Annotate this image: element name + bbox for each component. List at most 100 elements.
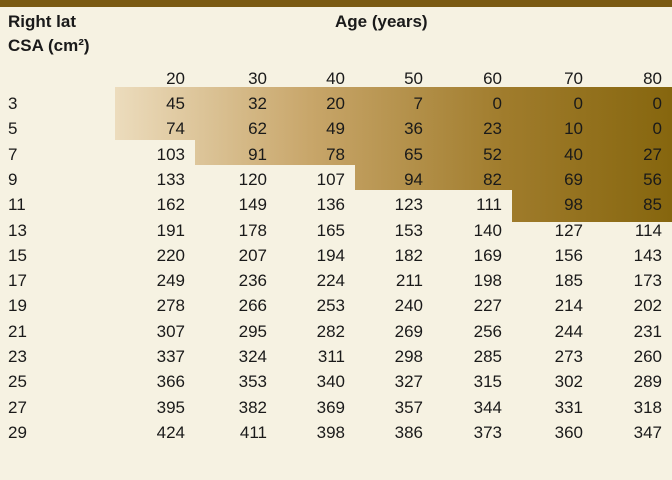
cell: 65 — [404, 144, 423, 164]
cell: 52 — [483, 144, 502, 164]
cell: 133 — [156, 169, 185, 189]
cell: 231 — [633, 321, 662, 341]
cell: 256 — [473, 321, 502, 341]
cell: 194 — [316, 245, 345, 265]
cell: 227 — [473, 296, 502, 316]
cell: 185 — [554, 271, 583, 291]
cell: 344 — [473, 397, 502, 417]
row-label: 19 — [8, 296, 27, 316]
cell: 249 — [156, 271, 185, 291]
cell: 224 — [316, 271, 345, 291]
cell: 289 — [633, 372, 662, 392]
cell: 111 — [476, 195, 502, 215]
cell: 78 — [326, 144, 345, 164]
row-label: 11 — [8, 195, 26, 215]
row-label: 21 — [8, 321, 27, 341]
cell: 357 — [394, 397, 423, 417]
row-label: 7 — [8, 144, 18, 164]
cell: 182 — [394, 245, 423, 265]
cell: 156 — [554, 245, 583, 265]
cell: 311 — [317, 347, 345, 366]
column-label: 60 — [483, 69, 502, 88]
row-label: 3 — [8, 94, 18, 113]
cell: 91 — [248, 144, 267, 164]
cell: 386 — [394, 422, 423, 442]
cell: 0 — [652, 94, 662, 113]
highlight-region — [115, 87, 672, 222]
cell: 0 — [492, 94, 502, 113]
cell: 366 — [156, 372, 185, 392]
cell: 74 — [166, 119, 185, 139]
row-label: 29 — [8, 422, 27, 442]
row-label: 13 — [8, 220, 27, 240]
cell: 302 — [554, 372, 583, 392]
cell: 40 — [564, 144, 583, 164]
cell: 127 — [554, 220, 583, 240]
cell: 331 — [554, 397, 583, 417]
cell: 278 — [156, 296, 185, 316]
cell: 266 — [238, 296, 267, 316]
cell: 7 — [413, 94, 423, 113]
row-header-line: CSA (cm²) — [8, 36, 90, 55]
row-label: 17 — [8, 271, 27, 291]
cell: 398 — [316, 422, 345, 442]
cell: 107 — [316, 169, 345, 189]
cell: 143 — [633, 245, 662, 265]
cell: 202 — [633, 296, 662, 316]
cell: 0 — [573, 94, 583, 113]
cell: 373 — [473, 422, 502, 442]
cell: 282 — [316, 321, 345, 341]
cell: 260 — [633, 347, 662, 366]
cell: 10 — [564, 119, 583, 139]
cell: 198 — [473, 271, 502, 291]
cell: 298 — [394, 347, 423, 366]
cell: 136 — [316, 195, 345, 215]
cell: 162 — [156, 195, 185, 215]
cell: 165 — [316, 220, 345, 240]
column-label: 30 — [248, 69, 267, 88]
top-bar — [0, 0, 672, 7]
cell: 244 — [554, 321, 583, 341]
cell: 353 — [238, 372, 267, 392]
cell: 123 — [394, 195, 423, 215]
cell: 62 — [248, 119, 267, 139]
cell: 395 — [156, 397, 185, 417]
cell: 307 — [156, 321, 185, 341]
column-label: 40 — [326, 69, 345, 88]
cell: 82 — [483, 169, 502, 189]
column-header: Age (years) — [335, 12, 428, 31]
cell: 191 — [156, 220, 185, 240]
cell: 315 — [473, 372, 502, 392]
row-label: 25 — [8, 372, 27, 392]
cell: 273 — [554, 347, 583, 366]
cell: 49 — [326, 119, 345, 139]
cell: 169 — [473, 245, 502, 265]
cell: 98 — [564, 195, 583, 215]
column-label: 50 — [404, 69, 423, 88]
column-label: 80 — [643, 69, 662, 88]
cell: 207 — [238, 245, 267, 265]
cell: 337 — [156, 347, 185, 366]
cell: 220 — [156, 245, 185, 265]
cell: 178 — [238, 220, 267, 240]
cell: 36 — [404, 119, 423, 139]
cell: 295 — [238, 321, 267, 341]
row-label: 15 — [8, 245, 27, 265]
cell: 20 — [326, 94, 345, 113]
cell: 253 — [316, 296, 345, 316]
cell: 236 — [238, 271, 267, 291]
cell: 153 — [394, 220, 423, 240]
row-header-line: Right lat — [8, 12, 76, 31]
cell: 327 — [394, 372, 423, 392]
cell: 114 — [634, 220, 662, 240]
cell: 140 — [473, 220, 502, 240]
cell: 424 — [156, 422, 185, 442]
row-label: 9 — [8, 169, 18, 189]
cell: 411 — [239, 422, 267, 442]
column-label: 20 — [166, 69, 185, 88]
cell: 56 — [643, 169, 662, 189]
cell: 173 — [633, 271, 662, 291]
cell: 324 — [238, 347, 267, 366]
